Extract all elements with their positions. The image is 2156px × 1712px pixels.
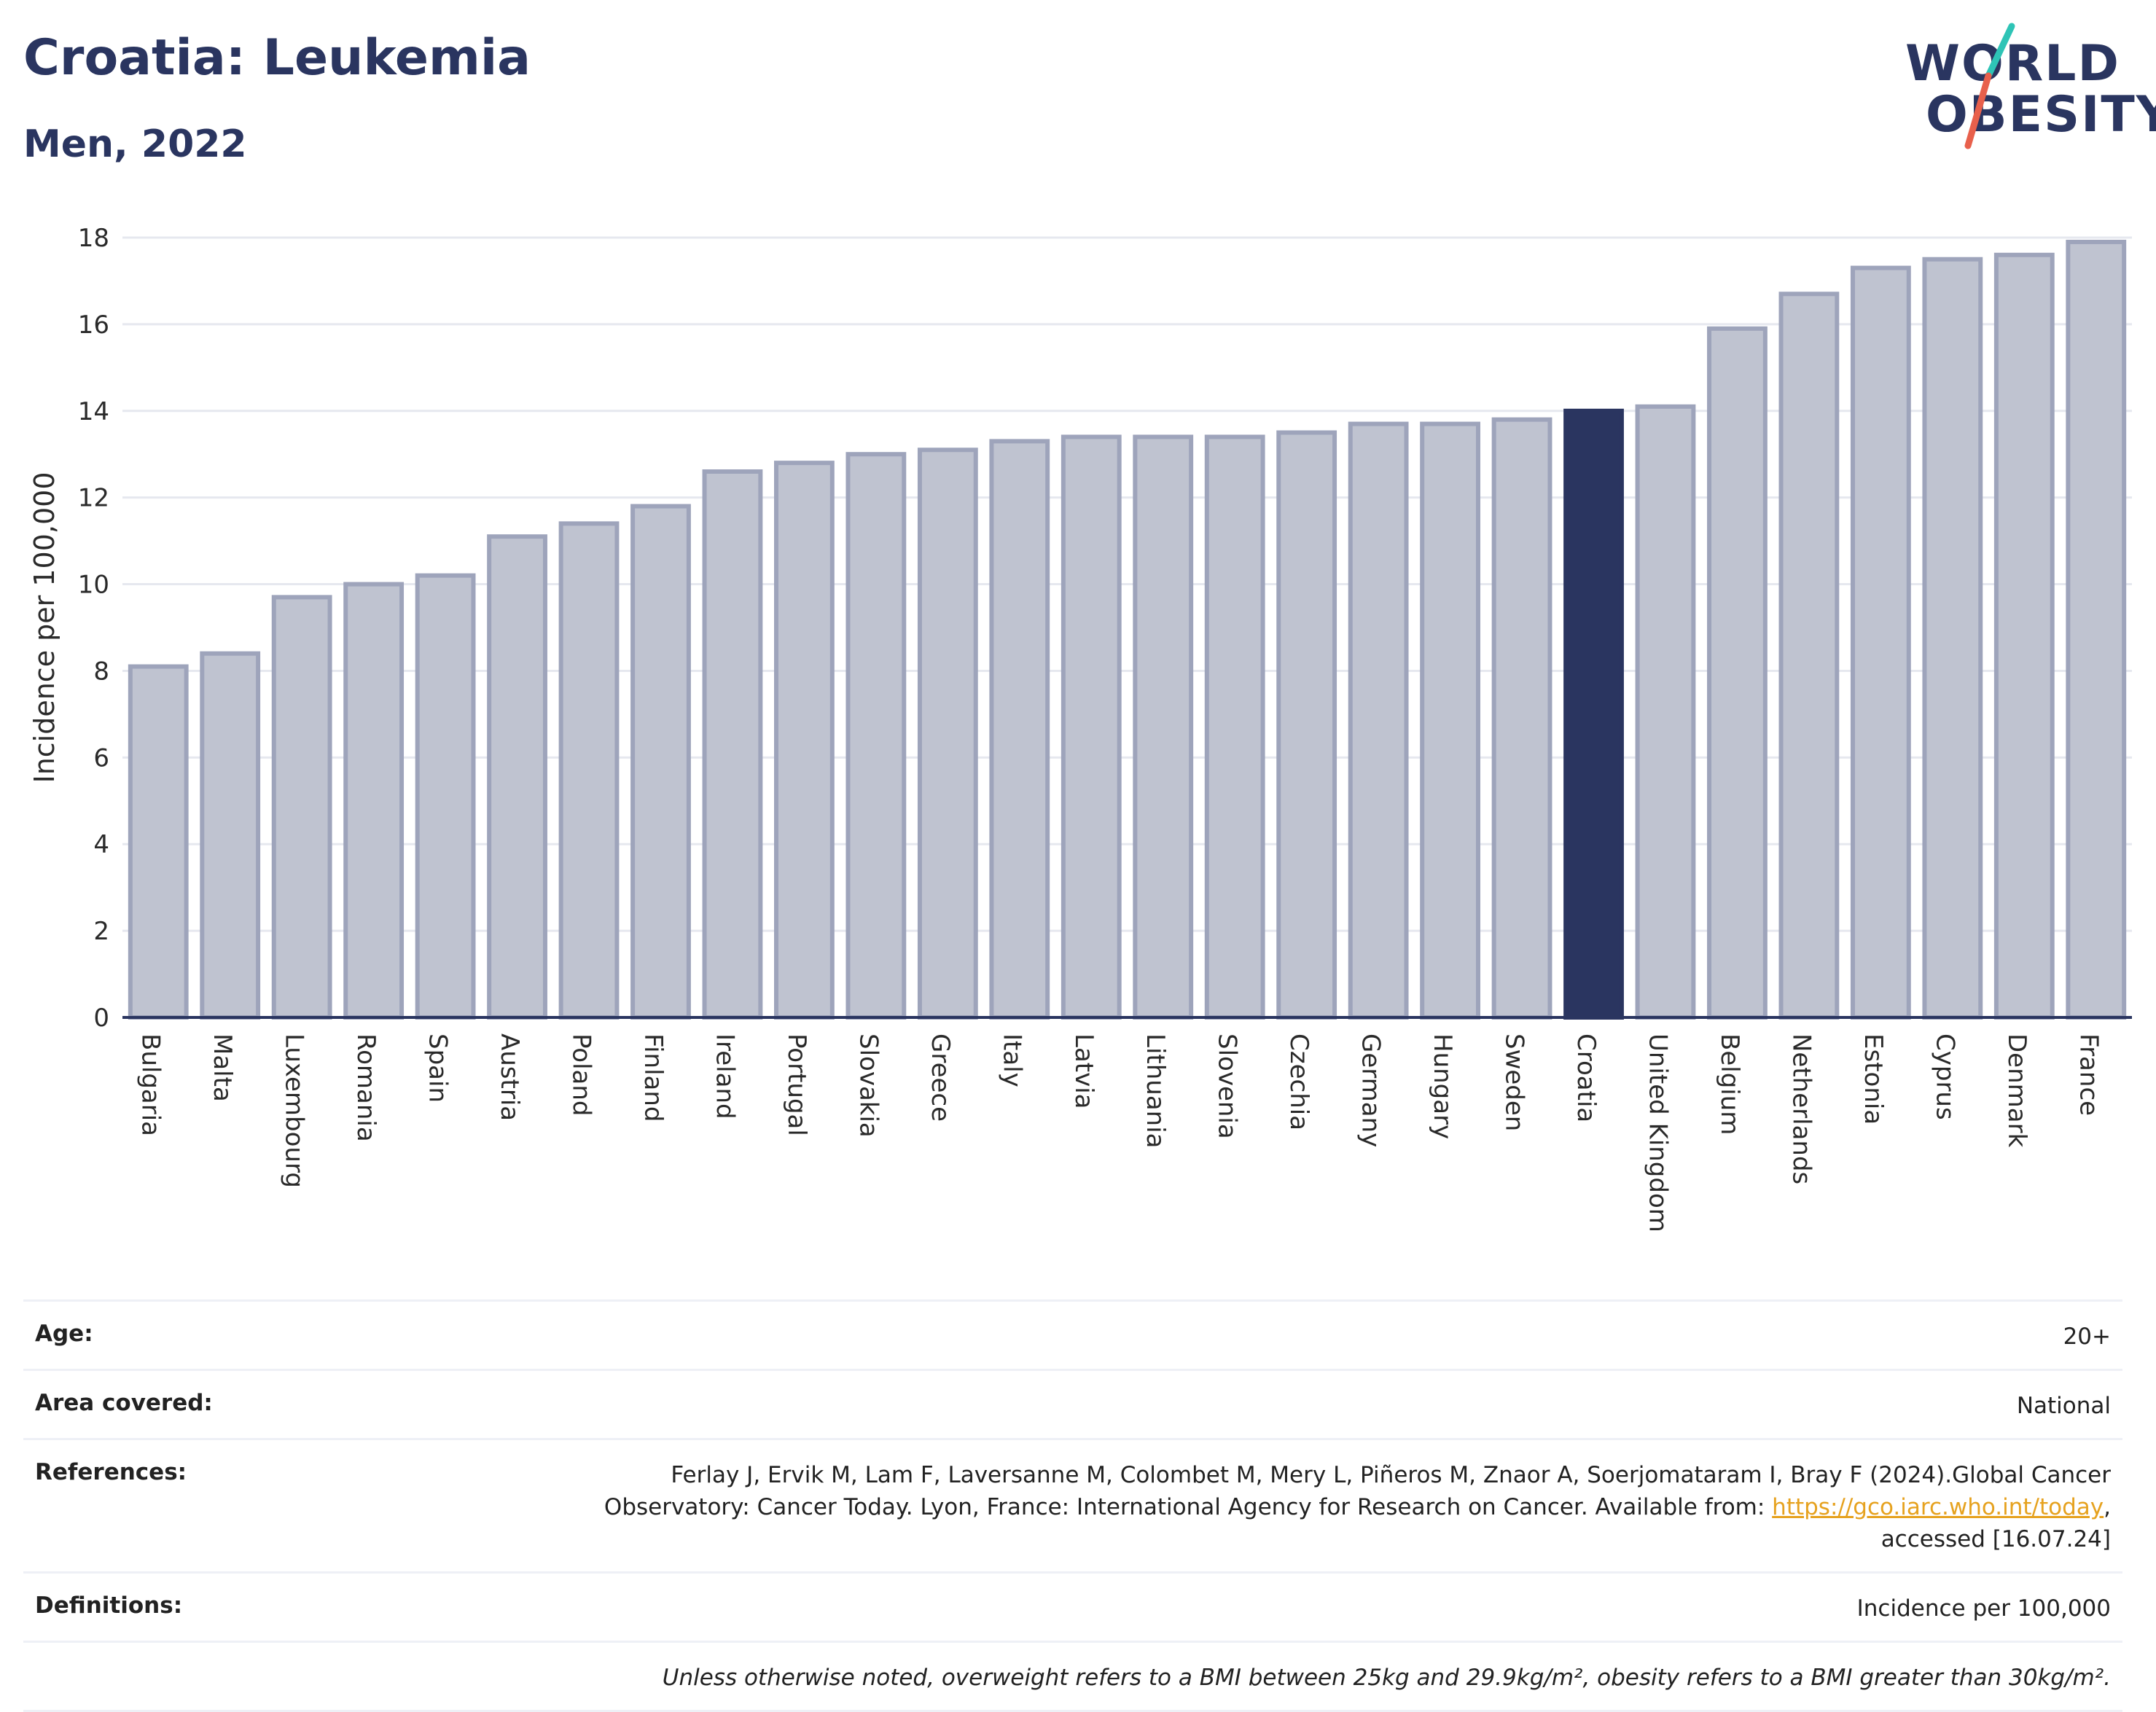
- bar: [702, 469, 763, 1020]
- bar: [1707, 326, 1768, 1020]
- bar: [415, 573, 476, 1020]
- references-line2: Observatory: Cancer Today. Lyon, France:…: [604, 1494, 1773, 1520]
- age-value: 20+: [2063, 1324, 2111, 1350]
- area-value: National: [2016, 1393, 2111, 1419]
- references-value: Ferlay J, Ervik M, Lam F, Laversanne M, …: [604, 1459, 2111, 1555]
- references-line3: accessed [16.07.24]: [1880, 1526, 2111, 1552]
- logo-text-line1: WORLD: [1905, 35, 2120, 93]
- area-label: Area covered:: [35, 1390, 213, 1416]
- bar: [1491, 417, 1552, 1020]
- bar: [1778, 292, 1840, 1020]
- info-row-references: References: Ferlay J, Ervik M, Lam F, La…: [23, 1438, 2122, 1571]
- bmi-note: Unless otherwise noted, overweight refer…: [662, 1665, 2111, 1691]
- labels: 0 2 4 6 8 10 12 14 16 18 Bulgaria Malta Luxembourg Ro…: [28, 224, 2103, 1232]
- logo-text-line2: OBESITY: [1926, 86, 2156, 144]
- x-tick-label: Ireland: [710, 1033, 739, 1119]
- x-tick-label: Greece: [926, 1033, 955, 1122]
- x-tick-label: Austria: [495, 1033, 524, 1121]
- info-row-area: Area covered: National: [23, 1369, 2122, 1438]
- x-tick-label: Luxembourg: [280, 1033, 309, 1188]
- bar: [200, 651, 261, 1020]
- x-tick-label: Finland: [638, 1033, 668, 1122]
- bar: [1061, 434, 1122, 1020]
- definitions-value: Incidence per 100,000: [1856, 1595, 2111, 1622]
- y-tick-label: 0: [93, 1004, 109, 1033]
- chart-title: Croatia: Leukemia: [23, 29, 531, 87]
- info-row-definitions: Definitions: Incidence per 100,000: [23, 1571, 2122, 1641]
- bar: [1850, 265, 1911, 1020]
- y-tick-label: 8: [93, 657, 109, 686]
- references-line1: Ferlay J, Ervik M, Lam F, Laversanne M, …: [671, 1462, 2111, 1488]
- y-tick-label: 2: [93, 917, 109, 946]
- bar: [1993, 252, 2055, 1020]
- bar: [989, 439, 1050, 1020]
- y-tick-label: 18: [78, 224, 109, 253]
- references-label: References:: [35, 1459, 187, 1485]
- y-tick-label: 16: [78, 310, 109, 340]
- bar: [845, 452, 907, 1020]
- bar: [630, 504, 691, 1020]
- bar: [2066, 239, 2127, 1020]
- info-row-age: Age: 20+: [23, 1299, 2122, 1369]
- references-link[interactable]: https://gco.iarc.who.int/today: [1772, 1494, 2104, 1520]
- x-tick-label: Hungary: [1428, 1033, 1457, 1139]
- x-tick-label: France: [2074, 1033, 2103, 1116]
- x-tick-label: Italy: [997, 1033, 1026, 1087]
- bar: [558, 521, 620, 1020]
- x-tick-label: Czechia: [1284, 1033, 1313, 1130]
- x-tick-label: Lithuania: [1141, 1033, 1170, 1148]
- bar: [1133, 434, 1194, 1020]
- bar-highlight: [1563, 408, 1624, 1020]
- bar: [1276, 430, 1337, 1020]
- chart-subtitle: Men, 2022: [23, 122, 247, 166]
- references-line2-end: ,: [2104, 1494, 2111, 1520]
- bar: [1348, 421, 1409, 1020]
- x-tick-label: Estonia: [1859, 1033, 1888, 1125]
- bar: [1635, 404, 1696, 1020]
- y-tick-label: 4: [93, 830, 109, 859]
- world-obesity-logo[interactable]: WORLD OBESITY: [1895, 22, 2156, 153]
- x-tick-label: Portugal: [782, 1033, 811, 1136]
- x-tick-label: Netherlands: [1786, 1033, 1816, 1184]
- bar: [128, 664, 189, 1020]
- age-label: Age:: [35, 1321, 93, 1347]
- x-tick-label: Slovenia: [1213, 1033, 1242, 1139]
- bar: [1922, 257, 1983, 1020]
- y-tick-label: 12: [78, 484, 109, 513]
- x-tick-label: Cyprus: [1930, 1033, 1959, 1120]
- x-tick-label: Romania: [351, 1033, 380, 1142]
- x-tick-label: Germany: [1356, 1033, 1386, 1147]
- logo-slash-icon: [1964, 23, 2015, 149]
- x-tick-label: United Kingdom: [1643, 1033, 1672, 1232]
- bar: [774, 461, 835, 1020]
- y-tick-label: 14: [78, 397, 109, 426]
- y-tick-label: 10: [78, 571, 109, 600]
- bars: [128, 239, 2127, 1020]
- x-tick-label: Belgium: [1715, 1033, 1744, 1135]
- x-tick-label: Latvia: [1069, 1033, 1098, 1109]
- x-tick-label: Sweden: [1500, 1033, 1529, 1131]
- x-tick-label: Slovakia: [854, 1033, 883, 1138]
- y-axis-label: Incidence per 100,000: [28, 472, 60, 783]
- x-tick-label: Malta: [208, 1033, 237, 1102]
- bar: [487, 534, 547, 1020]
- x-tick-label: Bulgaria: [136, 1033, 165, 1136]
- bar: [1420, 421, 1480, 1020]
- bar: [917, 447, 978, 1020]
- x-tick-label: Spain: [423, 1033, 453, 1103]
- x-tick-label: Poland: [567, 1033, 596, 1117]
- bar: [343, 582, 405, 1020]
- bar-chart: 0 2 4 6 8 10 12 14 16 18 Bulgaria Malta Luxembourg Ro…: [28, 224, 2132, 1232]
- bar: [1204, 434, 1265, 1020]
- x-tick-label: Denmark: [2002, 1033, 2031, 1148]
- info-row-note: Unless otherwise noted, overweight refer…: [23, 1641, 2122, 1712]
- x-tick-label: Croatia: [1571, 1033, 1601, 1122]
- bar: [271, 595, 332, 1020]
- y-tick-label: 6: [93, 743, 109, 773]
- definitions-label: Definitions:: [35, 1592, 183, 1619]
- info-table: Age: 20+ Area covered: National Referenc…: [23, 1299, 2122, 1712]
